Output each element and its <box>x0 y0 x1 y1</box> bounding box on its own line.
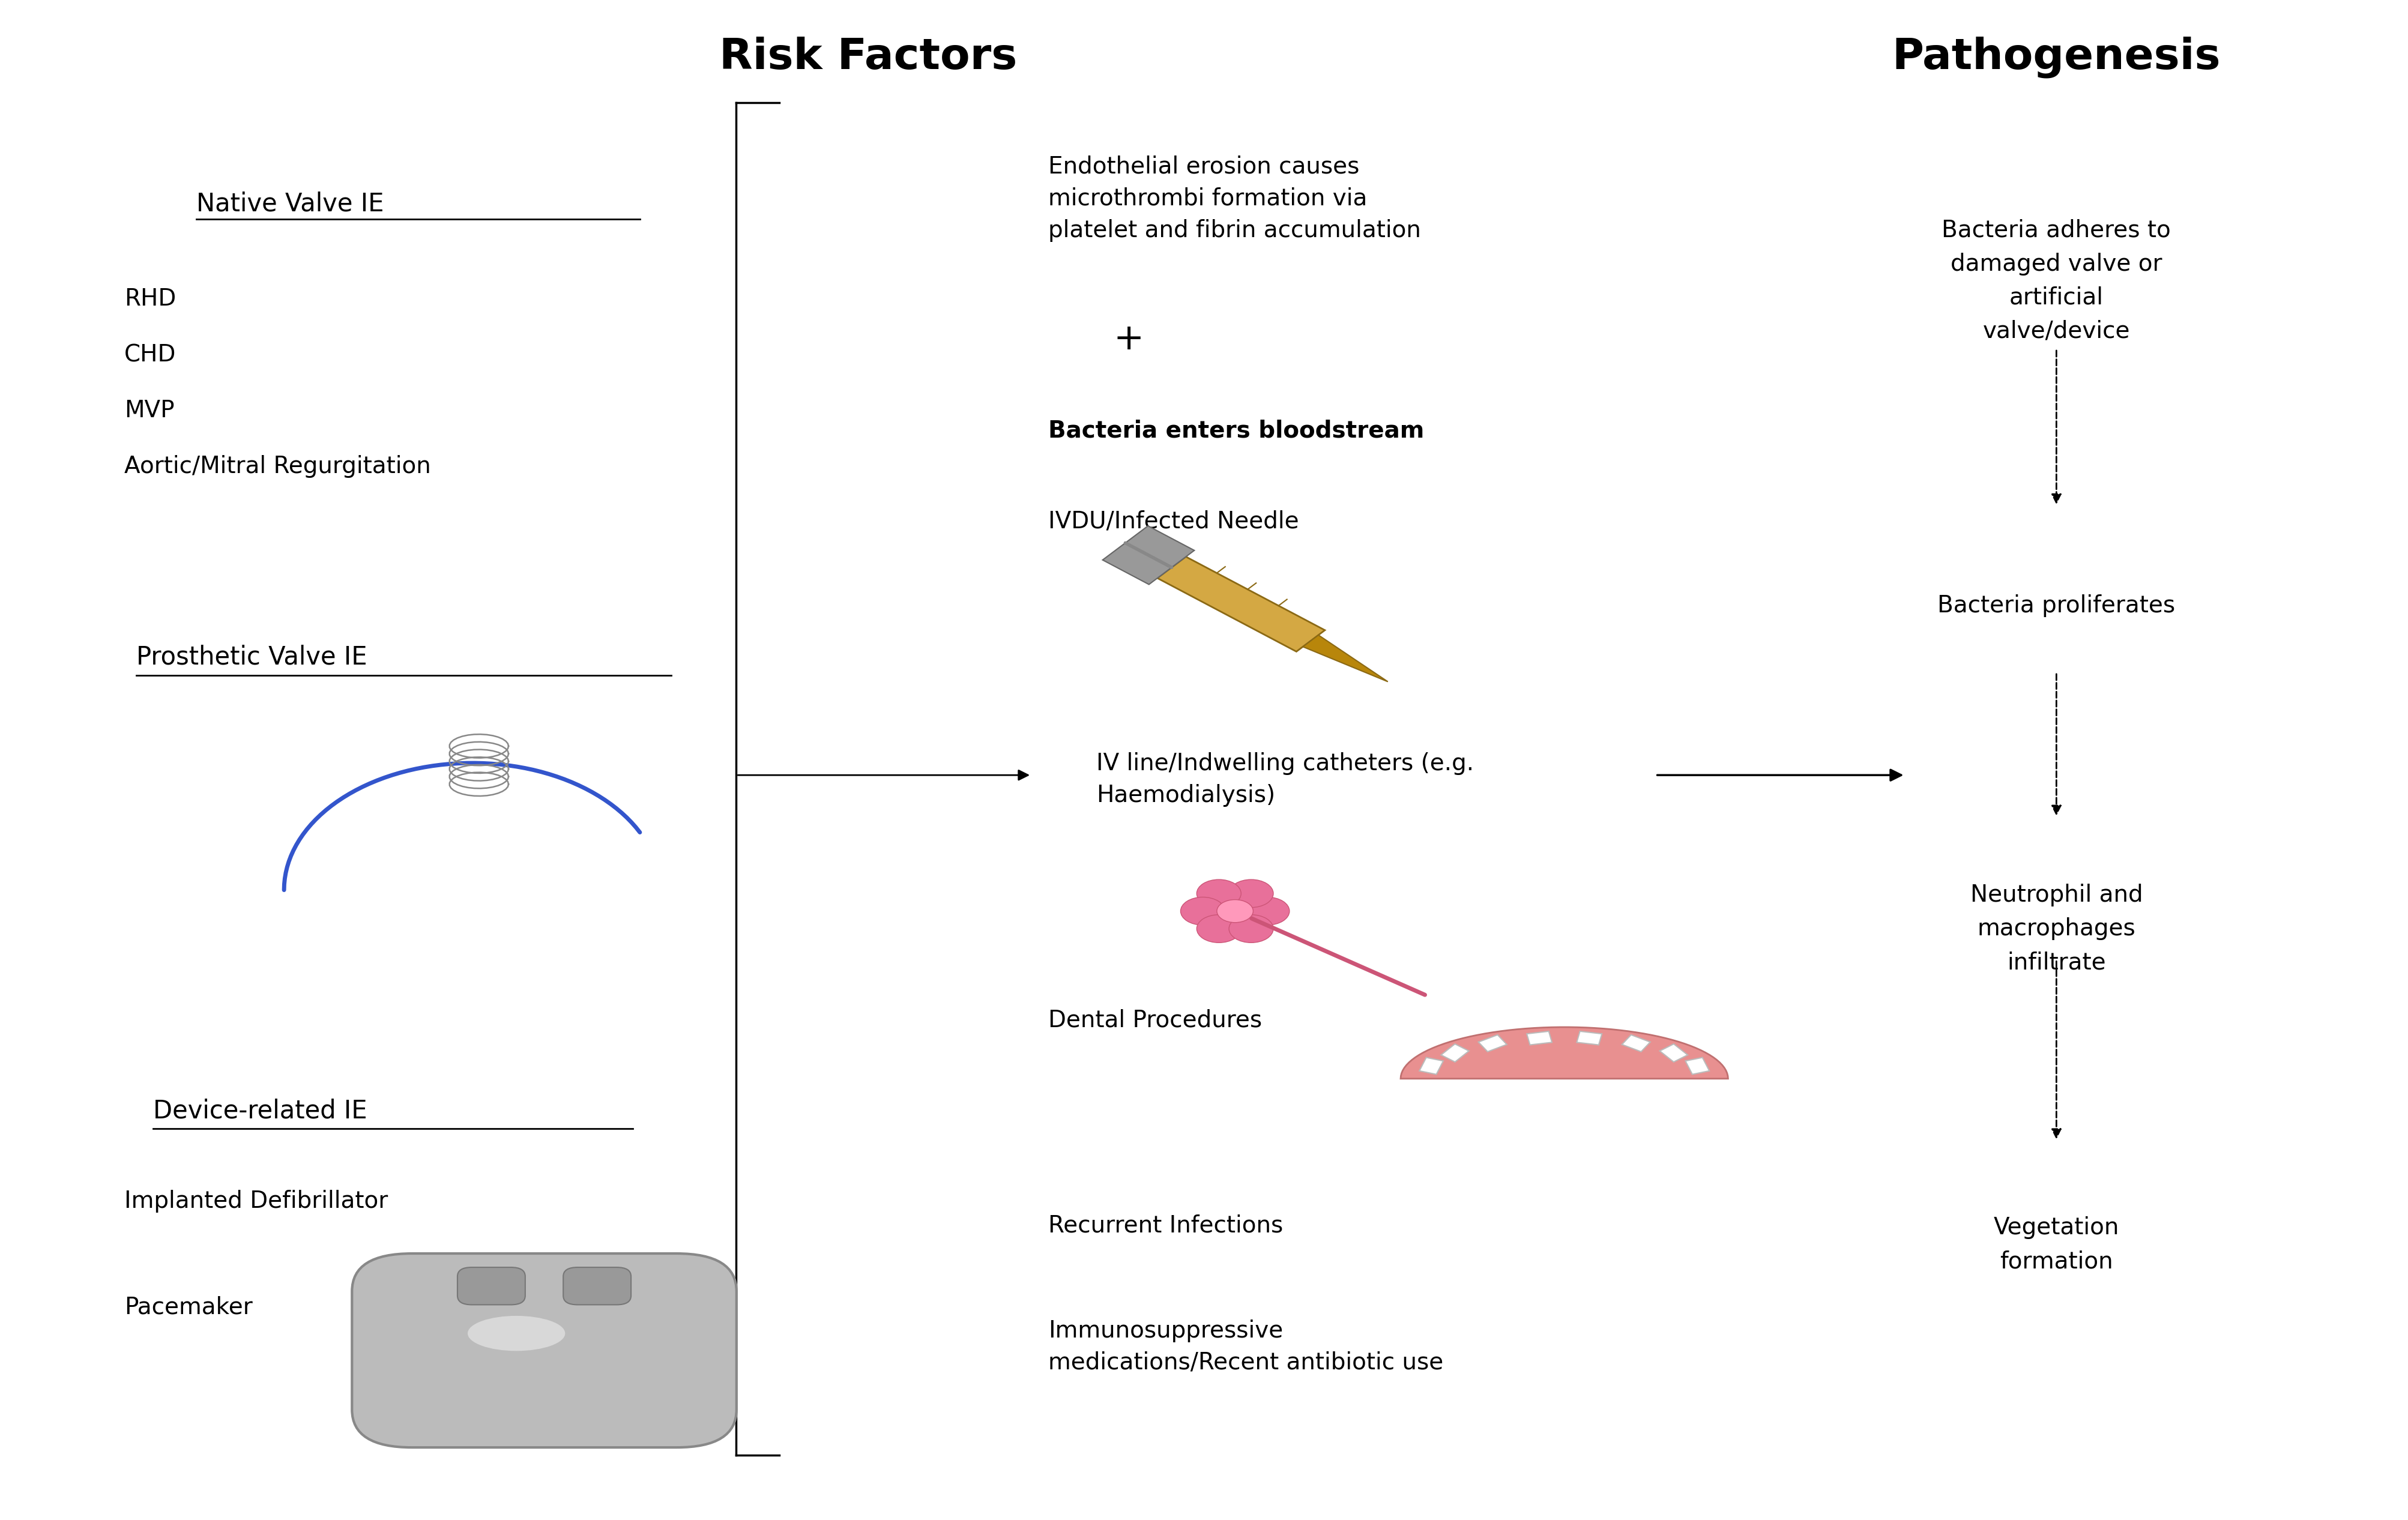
Circle shape <box>1197 880 1240 907</box>
Polygon shape <box>1158 556 1324 652</box>
Polygon shape <box>1621 1035 1649 1052</box>
Circle shape <box>1180 897 1226 926</box>
FancyBboxPatch shape <box>563 1268 631 1304</box>
Circle shape <box>1228 880 1274 907</box>
Text: Recurrent Infections: Recurrent Infections <box>1047 1214 1283 1237</box>
Polygon shape <box>1401 1028 1727 1079</box>
Polygon shape <box>1303 635 1387 681</box>
Text: Aortic/Mitral Regurgitation: Aortic/Mitral Regurgitation <box>125 456 431 479</box>
Text: RHD: RHD <box>125 287 176 310</box>
Text: Bacteria adheres to
damaged valve or
artificial
valve/device: Bacteria adheres to damaged valve or art… <box>1941 219 2170 342</box>
Text: IVDU/Infected Needle: IVDU/Infected Needle <box>1047 509 1298 532</box>
Text: Implanted Defibrillator: Implanted Defibrillator <box>125 1190 388 1213</box>
Polygon shape <box>1103 526 1194 585</box>
Text: Bacteria enters bloodstream: Bacteria enters bloodstream <box>1047 420 1423 442</box>
Text: Endothelial erosion causes
microthrombi formation via
platelet and fibrin accumu: Endothelial erosion causes microthrombi … <box>1047 155 1421 242</box>
Text: Vegetation
formation: Vegetation formation <box>1994 1216 2119 1272</box>
Polygon shape <box>1527 1031 1551 1044</box>
Text: Risk Factors: Risk Factors <box>720 36 1016 78</box>
Polygon shape <box>1659 1044 1688 1062</box>
Polygon shape <box>1686 1058 1710 1075</box>
Text: Native Valve IE: Native Valve IE <box>195 192 383 216</box>
Circle shape <box>1245 897 1288 926</box>
FancyBboxPatch shape <box>352 1254 737 1447</box>
Text: Dental Procedures: Dental Procedures <box>1047 1009 1262 1032</box>
FancyBboxPatch shape <box>458 1268 525 1304</box>
Circle shape <box>1197 915 1240 942</box>
Text: Bacteria proliferates: Bacteria proliferates <box>1936 594 2174 617</box>
Text: MVP: MVP <box>125 400 173 423</box>
Polygon shape <box>1577 1031 1601 1044</box>
Text: Pacemaker: Pacemaker <box>125 1297 253 1319</box>
Circle shape <box>1216 900 1252 923</box>
Ellipse shape <box>467 1316 566 1351</box>
Text: Pathogenesis: Pathogenesis <box>1893 36 2220 78</box>
Text: Device-related IE: Device-related IE <box>154 1097 366 1123</box>
Text: Immunosuppressive
medications/Recent antibiotic use: Immunosuppressive medications/Recent ant… <box>1047 1319 1442 1374</box>
Text: Neutrophil and
macrophages
infiltrate: Neutrophil and macrophages infiltrate <box>1970 885 2143 974</box>
Polygon shape <box>1440 1044 1469 1062</box>
Text: +: + <box>1112 322 1144 357</box>
Text: CHD: CHD <box>125 344 176 366</box>
Polygon shape <box>1418 1058 1442 1075</box>
Polygon shape <box>1479 1035 1507 1052</box>
Text: Prosthetic Valve IE: Prosthetic Valve IE <box>137 644 366 670</box>
Circle shape <box>1228 915 1274 942</box>
Text: IV line/Indwelling catheters (e.g.
Haemodialysis): IV line/Indwelling catheters (e.g. Haemo… <box>1096 752 1474 807</box>
